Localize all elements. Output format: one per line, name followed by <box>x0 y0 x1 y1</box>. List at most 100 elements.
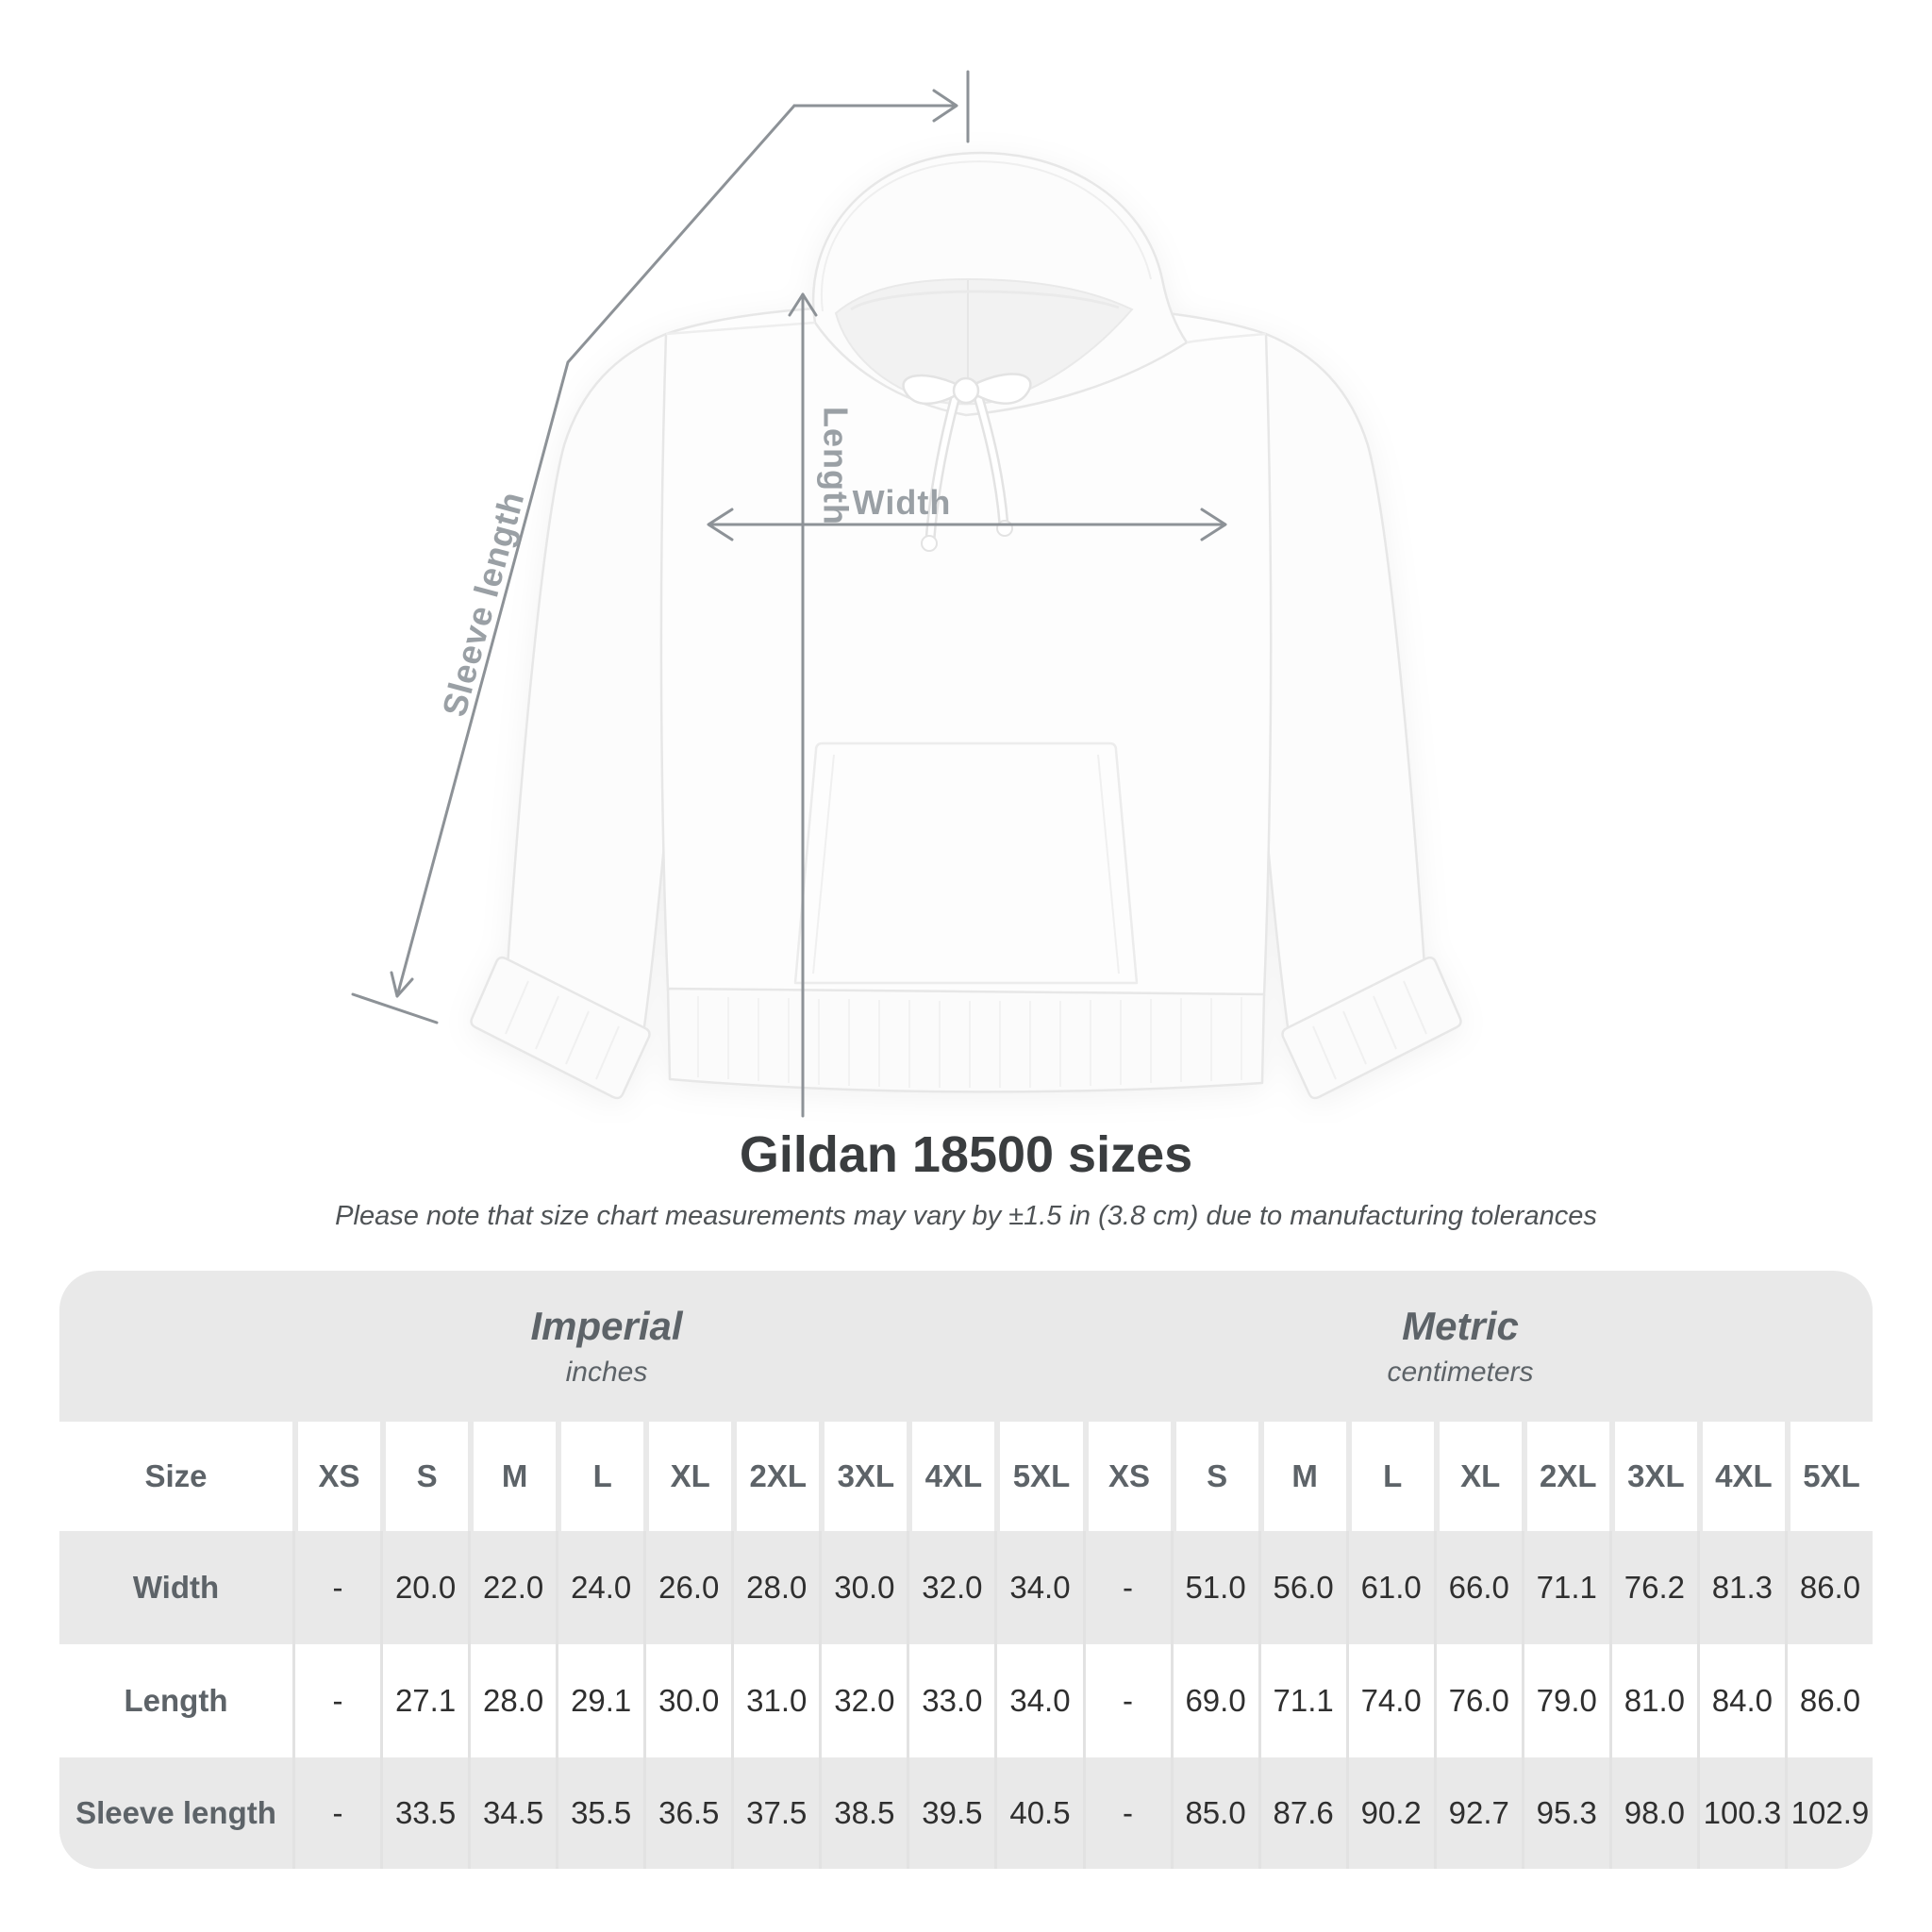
table-cell-imperial: 39.5 <box>907 1757 994 1869</box>
table-cell-metric: 56.0 <box>1257 1531 1346 1644</box>
table-cell-metric: 98.0 <box>1608 1757 1697 1869</box>
table-cell-metric: 92.7 <box>1433 1757 1522 1869</box>
table-cell-metric: 86.0 <box>1784 1531 1873 1644</box>
row-label: Sleeve length <box>75 1795 276 1830</box>
size-col-header: XS <box>1082 1422 1171 1531</box>
width-dimension-line <box>707 508 1227 541</box>
imperial-group-unit: inches <box>565 1357 648 1388</box>
size-col-header: L <box>1345 1422 1434 1531</box>
hoodie-measurement-figure: Sleeve length Length Width <box>351 70 1462 1118</box>
table-cell-imperial: - <box>292 1531 380 1644</box>
table-cell-metric: 84.0 <box>1696 1644 1785 1757</box>
table-cell-imperial: 36.5 <box>643 1757 731 1869</box>
table-row: Sleeve length - 33.5 34.5 35.5 36.5 37.5 38.5 39… <box>59 1757 1873 1869</box>
table-cell-metric: 76.2 <box>1608 1531 1697 1644</box>
size-col-header: M <box>468 1422 557 1531</box>
hoodie-right-cuff <box>1281 956 1462 1100</box>
unit-group-header-row: Imperial inches Metric centimeters <box>59 1271 1873 1422</box>
size-chart-table: Imperial inches Metric centimeters Size X… <box>59 1271 1873 1869</box>
size-col-header: M <box>1257 1422 1346 1531</box>
table-cell-imperial: 30.0 <box>819 1531 907 1644</box>
table-cell-imperial: 27.1 <box>380 1644 468 1757</box>
table-cell-imperial: 40.5 <box>994 1757 1082 1869</box>
table-cell-imperial: 38.5 <box>819 1757 907 1869</box>
table-cell-metric: 69.0 <box>1170 1644 1258 1757</box>
table-cell-imperial: 29.1 <box>556 1644 643 1757</box>
table-cell-metric: - <box>1082 1644 1171 1757</box>
table-cell-imperial: 34.5 <box>468 1757 556 1869</box>
size-col-header: 4XL <box>907 1422 995 1531</box>
size-header-row: Size XS S M L XL 2XL 3XL 4XL 5XL XS S M L XL 2XL 3XL 4XL 5… <box>59 1422 1873 1531</box>
table-cell-metric: - <box>1082 1757 1171 1869</box>
table-row: Length -27.1 28.0 29.1 30.0 31.0 32.0 33.0 34.0-… <box>59 1644 1873 1757</box>
sleeve-length-dimension-line <box>351 70 970 1024</box>
table-cell-imperial: 33.5 <box>380 1757 468 1869</box>
hoodie-left-cuff <box>470 956 651 1100</box>
page-title: Gildan 18500 sizes <box>739 1126 1193 1183</box>
table-cell-metric: 71.1 <box>1257 1644 1346 1757</box>
table-cell-metric: 66.0 <box>1433 1531 1522 1644</box>
table-cell-imperial: 28.0 <box>731 1531 819 1644</box>
length-dimension-line <box>788 292 818 1118</box>
size-col-header: 2XL <box>731 1422 820 1531</box>
table-cell-metric: 51.0 <box>1170 1531 1258 1644</box>
metric-group-title: Metric <box>1402 1304 1519 1348</box>
table-cell-metric: 79.0 <box>1521 1644 1609 1757</box>
table-cell-metric: 81.0 <box>1608 1644 1697 1757</box>
table-cell-imperial: 35.5 <box>556 1757 643 1869</box>
table-cell-metric: 86.0 <box>1784 1644 1873 1757</box>
table-row: Width -20.0 22.0 24.0 26.0 28.0 30.0 32.0 34.0-5… <box>59 1531 1873 1644</box>
table-cell-metric: 74.0 <box>1345 1644 1434 1757</box>
length-label: Length <box>817 407 856 525</box>
hoodie-illustration <box>470 151 1462 1100</box>
size-col-header: 5XL <box>1784 1422 1873 1531</box>
table-cell-imperial: - <box>292 1644 380 1757</box>
table-cell-metric: 95.3 <box>1521 1757 1609 1869</box>
size-col-header: XL <box>643 1422 732 1531</box>
table-cell-metric: 85.0 <box>1170 1757 1258 1869</box>
table-cell-imperial: 26.0 <box>643 1531 731 1644</box>
title-block: Gildan 18500 sizes Please note that size… <box>0 1124 1932 1234</box>
size-col-header: 5XL <box>994 1422 1083 1531</box>
table-cell-imperial: 32.0 <box>907 1531 994 1644</box>
table-cell-imperial: 34.0 <box>994 1531 1082 1644</box>
table-cell-imperial: 22.0 <box>468 1531 556 1644</box>
table-cell-metric: 71.1 <box>1521 1531 1609 1644</box>
row-label: Length <box>124 1683 228 1718</box>
width-label: Width <box>853 483 952 522</box>
hoodie-pocket <box>793 741 1139 985</box>
table-cell-imperial: 28.0 <box>468 1644 556 1757</box>
metric-group-unit: centimeters <box>1387 1357 1534 1388</box>
size-col-header: S <box>380 1422 469 1531</box>
table-cell-metric: 90.2 <box>1345 1757 1434 1869</box>
size-col-header: 3XL <box>819 1422 908 1531</box>
size-col-header: XL <box>1433 1422 1522 1531</box>
table-cell-metric: 102.9 <box>1784 1757 1873 1869</box>
size-col-header: L <box>556 1422 644 1531</box>
table-cell-metric: 61.0 <box>1345 1531 1434 1644</box>
size-col-header: 4XL <box>1696 1422 1785 1531</box>
table-cell-imperial: 20.0 <box>380 1531 468 1644</box>
hoodie-hem-band <box>666 987 1266 1093</box>
table-cell-imperial: 37.5 <box>731 1757 819 1869</box>
table-cell-imperial: 31.0 <box>731 1644 819 1757</box>
table-cell-imperial: 34.0 <box>994 1644 1082 1757</box>
table-cell-metric: 100.3 <box>1696 1757 1785 1869</box>
size-chart-rows: Size XS S M L XL 2XL 3XL 4XL 5XL XS S M L XL 2XL 3XL 4XL 5… <box>59 1422 1873 1869</box>
size-col-header: XS <box>292 1422 381 1531</box>
table-cell-metric: - <box>1082 1531 1171 1644</box>
row-header-size: Size <box>59 1422 292 1531</box>
table-cell-metric: 76.0 <box>1433 1644 1522 1757</box>
sleeve-length-label: Sleeve length <box>434 487 531 720</box>
imperial-group-header: Imperial inches <box>309 1304 904 1389</box>
table-cell-imperial: 30.0 <box>643 1644 731 1757</box>
size-col-header: S <box>1170 1422 1258 1531</box>
table-cell-imperial: 33.0 <box>907 1644 994 1757</box>
imperial-group-title: Imperial <box>530 1304 683 1348</box>
table-cell-metric: 81.3 <box>1696 1531 1785 1644</box>
page-subtitle: Please note that size chart measurements… <box>335 1201 1597 1231</box>
size-col-header: 2XL <box>1521 1422 1609 1531</box>
metric-group-header: Metric centimeters <box>1158 1304 1762 1389</box>
table-cell-imperial: 32.0 <box>819 1644 907 1757</box>
